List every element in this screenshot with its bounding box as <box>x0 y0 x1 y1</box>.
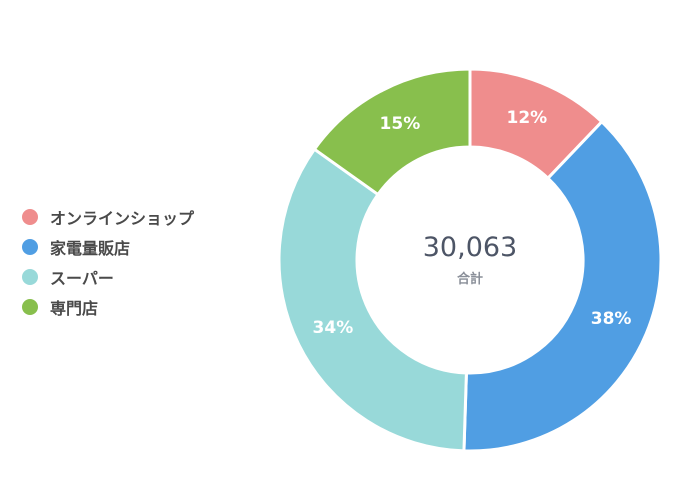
slice[interactable] <box>277 147 468 453</box>
slices <box>277 67 663 453</box>
slice-percent-label: 15% <box>380 114 421 134</box>
legend-label: オンラインショップ <box>50 209 195 228</box>
legend-item[interactable]: オンラインショップ <box>22 202 194 232</box>
legend-label: スーパー <box>50 269 114 288</box>
center-total-value: 30,063 <box>423 232 517 263</box>
legend-swatch <box>22 239 38 255</box>
legend-item[interactable]: 家電量販店 <box>22 232 194 262</box>
legend-swatch <box>22 209 38 225</box>
legend-item[interactable]: スーパー <box>22 262 194 292</box>
legend-swatch <box>22 299 38 315</box>
slice[interactable] <box>312 67 472 197</box>
legend-label: 専門店 <box>50 299 99 318</box>
slice-percent-label: 12% <box>507 108 548 128</box>
legend-swatch <box>22 269 38 285</box>
legend-item[interactable]: 専門店 <box>22 292 194 322</box>
slice-percent-label: 38% <box>591 309 632 329</box>
slice-percent-label: 34% <box>313 318 354 338</box>
legend-label: 家電量販店 <box>50 239 131 258</box>
slice-labels: 12% 38% 34% 15% <box>313 108 632 338</box>
legend: オンラインショップ 家電量販店スーパー専門店 <box>22 202 194 322</box>
slice[interactable] <box>462 119 663 453</box>
center-total-label: 合計 <box>457 271 483 287</box>
